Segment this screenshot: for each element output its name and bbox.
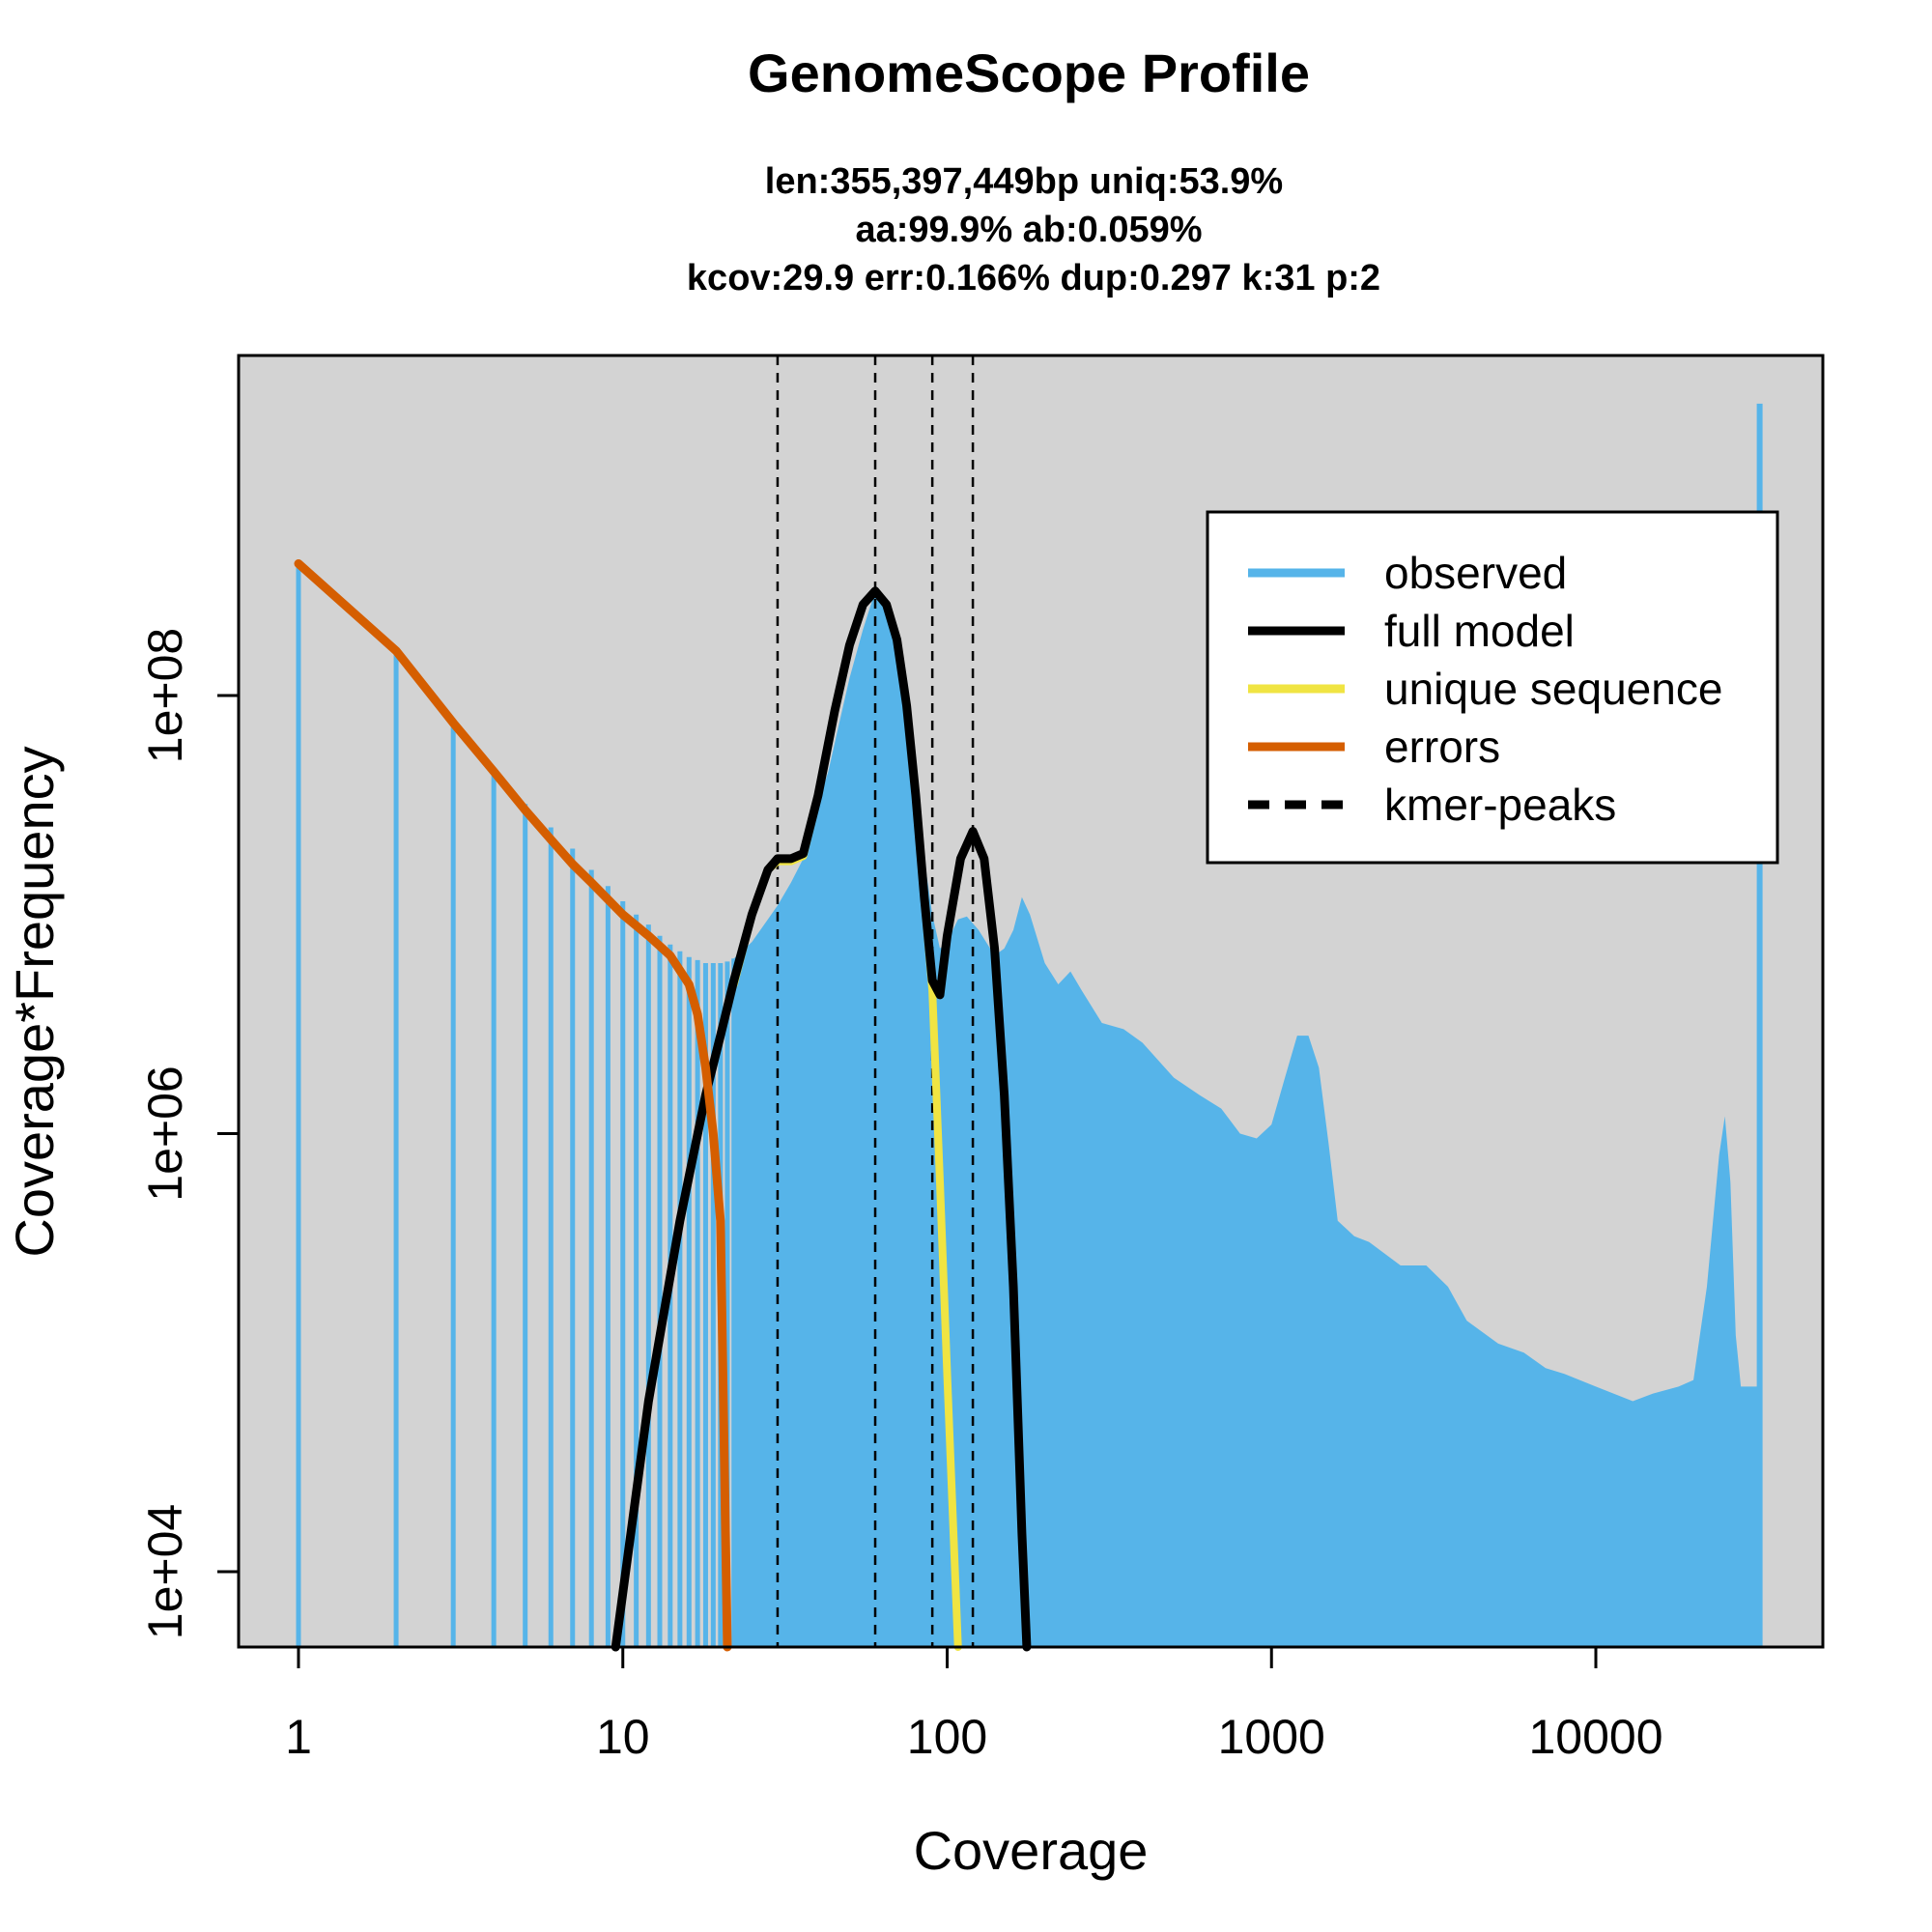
y-tick-label: 1e+06 [138, 1065, 192, 1201]
x-tick-label: 10 [596, 1710, 650, 1764]
legend-label: errors [1384, 722, 1500, 772]
observed-series [296, 403, 1763, 1647]
y-tick-label: 1e+08 [138, 628, 192, 763]
x-axis: 1 10 100 1000 10000 [285, 1645, 1663, 1764]
chart-subtitle-line-3: kcov:29.9 err:0.166% dup:0.297 k:31 p:2 [687, 258, 1380, 298]
errors-line [294, 558, 732, 1652]
observed-area [733, 590, 1760, 1647]
legend-label: unique sequence [1384, 664, 1722, 714]
legend-label: full model [1384, 606, 1575, 656]
y-tick-label: 1e+04 [138, 1504, 192, 1639]
model-series [294, 558, 1032, 1652]
x-tick-label: 100 [907, 1710, 987, 1764]
x-tick-label: 10000 [1528, 1710, 1662, 1764]
x-tick-label: 1000 [1218, 1710, 1325, 1764]
legend-label: observed [1384, 548, 1567, 598]
legend-label: kmer-peaks [1384, 780, 1616, 830]
legend: observed full model unique sequence errors k… [1206, 510, 1779, 865]
chart-subtitle-line-1: len:355,397,449bp uniq:53.9% [765, 161, 1283, 202]
x-tick-label: 1 [285, 1710, 312, 1764]
y-axis: 1e+04 1e+06 1e+08 [138, 628, 241, 1639]
full-model-line [611, 586, 1032, 1652]
x-axis-title: Coverage [914, 1820, 1149, 1881]
y-axis-title: Coverage*Frequency [4, 746, 65, 1257]
chart-title: GenomeScope Profile [748, 43, 1310, 103]
chart-subtitle-line-2: aa:99.9% ab:0.059% [855, 210, 1202, 250]
